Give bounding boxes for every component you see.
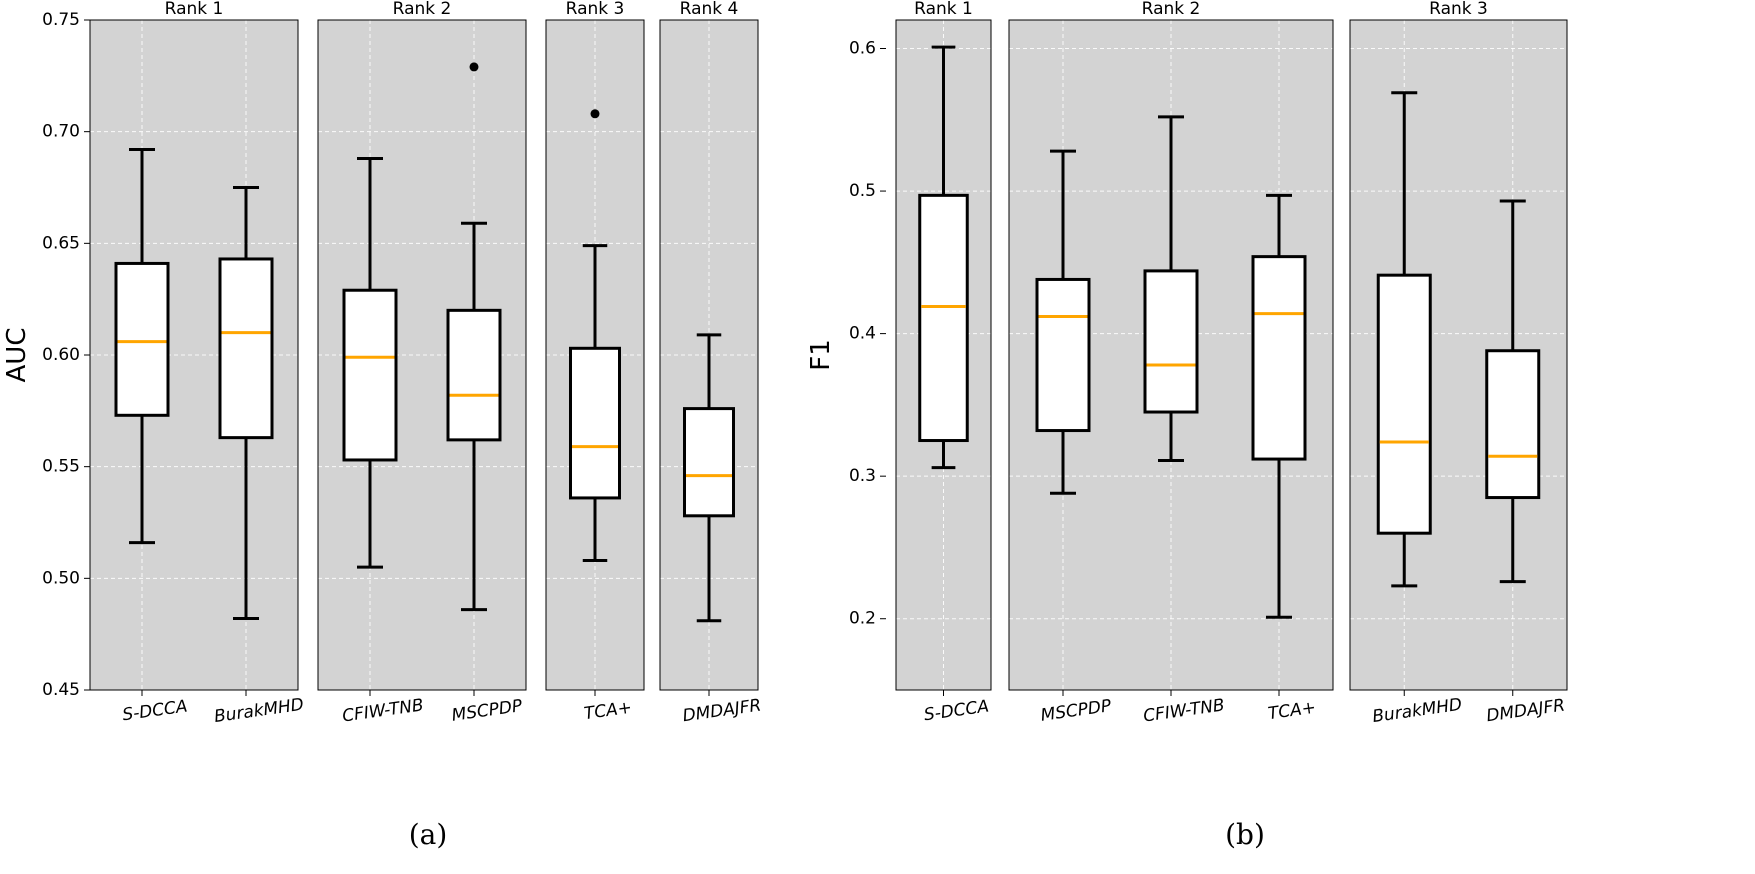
mscpdp-outlier: [469, 62, 479, 72]
category-label: S-DCCA: [121, 696, 189, 725]
auc-chart: AUC 0.45 0.50 0.55 0.60 0.65 0.70 0.75 Rank 1 S-D…: [2, 0, 763, 851]
y-tick-label: 0.65: [42, 233, 80, 253]
y-tick-label: 0.45: [42, 680, 80, 700]
y-tick-label: 0.4: [849, 324, 876, 344]
y-tick-label: 0.5: [849, 181, 876, 201]
cfiw-tnb-box: [342, 288, 398, 462]
y-tick-label: 0.2: [849, 609, 876, 629]
category-label: DMDAJFR: [681, 696, 762, 727]
rank-title: Rank 1: [165, 0, 224, 19]
rank-title: Rank 1: [914, 0, 973, 19]
category-label: TCA+: [1267, 698, 1317, 725]
category-label: CFIW-TNB: [1142, 695, 1226, 726]
burakmhd-box: [1376, 273, 1432, 535]
dmdajfr-box: [1485, 349, 1541, 500]
subfigure-caption: (a): [409, 818, 448, 851]
s-dcca-box: [114, 261, 170, 417]
mscpdp-box: [446, 308, 502, 442]
panel-border: [317, 19, 527, 691]
panel-border: [1349, 19, 1568, 691]
rank-title: Rank 2: [393, 0, 452, 19]
y-tick-label: 0.55: [42, 457, 80, 477]
y-tick-label: 0.70: [42, 122, 80, 142]
s-dcca-box: [918, 193, 969, 443]
y-axis-label: F1: [806, 339, 836, 371]
panel-border: [545, 19, 645, 691]
category-label: S-DCCA: [923, 696, 991, 725]
y-tick-label: 0.6: [849, 39, 876, 59]
y-tick-label: 0.60: [42, 345, 80, 365]
tca-box: [1251, 255, 1307, 461]
tca-outlier: [590, 109, 600, 119]
y-axis-label: AUC: [2, 328, 32, 383]
tca-box: [569, 346, 621, 500]
rank-title: Rank 2: [1142, 0, 1201, 19]
panel-border: [1008, 19, 1334, 691]
cfiw-tnb-box: [1143, 269, 1199, 414]
rank-title: Rank 4: [680, 0, 739, 19]
category-label: MSCPDP: [450, 696, 524, 726]
rank-title: Rank 3: [1429, 0, 1488, 19]
category-label: BurakMHD: [1371, 695, 1463, 727]
rank-title: Rank 3: [566, 0, 625, 19]
dmdajfr-box: [683, 407, 735, 518]
y-tick-label: 0.50: [42, 568, 80, 588]
burakmhd-box: [218, 257, 274, 440]
category-label: MSCPDP: [1039, 696, 1113, 726]
panel-border: [895, 19, 992, 691]
f1-chart: F1 0.2 0.3 0.4 0.5 0.6 Rank 1 S-DCCA Rank 2 MSCPD…: [806, 0, 1568, 851]
panel-border: [89, 19, 299, 691]
subfigure-caption: (b): [1225, 818, 1265, 851]
category-label: CFIW-TNB: [341, 695, 425, 726]
y-tick-label: 0.75: [42, 10, 80, 30]
category-label: BurakMHD: [213, 695, 305, 727]
mscpdp-box: [1035, 277, 1091, 433]
y-tick-label: 0.3: [849, 466, 876, 486]
category-label: TCA+: [583, 698, 633, 725]
panel-border: [659, 19, 759, 691]
category-label: DMDAJFR: [1485, 696, 1566, 727]
